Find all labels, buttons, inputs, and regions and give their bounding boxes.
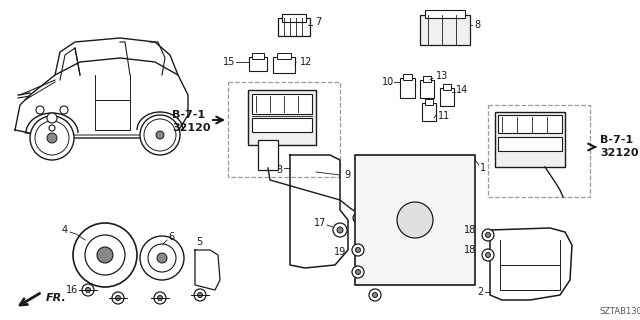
Circle shape <box>97 247 113 263</box>
Bar <box>420 80 434 98</box>
Circle shape <box>486 233 490 237</box>
Circle shape <box>47 133 57 143</box>
Text: SZTAB1300: SZTAB1300 <box>600 308 640 316</box>
Bar <box>425 10 465 18</box>
Circle shape <box>35 121 69 155</box>
Circle shape <box>352 266 364 278</box>
Text: 1: 1 <box>480 163 486 173</box>
Bar <box>440 88 454 106</box>
Bar <box>425 99 433 105</box>
Text: FR.: FR. <box>46 293 67 303</box>
Text: 5: 5 <box>196 237 202 247</box>
Bar <box>488 105 590 197</box>
Text: 13: 13 <box>436 71 448 81</box>
Bar <box>422 103 436 121</box>
Bar <box>278 18 310 36</box>
Bar <box>252 94 312 114</box>
Text: 6: 6 <box>168 232 174 242</box>
Circle shape <box>148 244 176 272</box>
Text: 19: 19 <box>333 247 346 257</box>
Circle shape <box>372 292 378 298</box>
Bar <box>252 53 264 59</box>
Circle shape <box>156 131 164 139</box>
Bar <box>420 15 470 45</box>
Text: B-7-1: B-7-1 <box>172 110 205 120</box>
Circle shape <box>115 295 120 300</box>
Circle shape <box>355 247 360 252</box>
Bar <box>423 76 431 82</box>
Circle shape <box>355 269 360 275</box>
Circle shape <box>333 223 347 237</box>
Circle shape <box>49 125 55 131</box>
Circle shape <box>154 292 166 304</box>
Text: 7: 7 <box>315 17 321 27</box>
Bar <box>403 74 412 80</box>
Bar <box>258 140 278 170</box>
Circle shape <box>36 106 44 114</box>
Text: 17: 17 <box>314 218 326 228</box>
Text: B-7-1: B-7-1 <box>600 135 633 145</box>
Text: 10: 10 <box>381 77 394 87</box>
Circle shape <box>353 213 363 223</box>
Bar <box>228 82 340 177</box>
Circle shape <box>144 119 176 151</box>
Circle shape <box>352 244 364 256</box>
Bar <box>277 53 291 59</box>
Bar <box>498 137 562 151</box>
Circle shape <box>140 115 180 155</box>
Bar <box>249 57 267 71</box>
Bar <box>495 112 565 167</box>
Circle shape <box>486 252 490 258</box>
Circle shape <box>85 235 125 275</box>
Bar <box>400 78 415 98</box>
Text: 9: 9 <box>344 170 350 180</box>
Text: 32120: 32120 <box>600 148 639 158</box>
Circle shape <box>82 284 94 296</box>
Circle shape <box>47 113 57 123</box>
Text: 11: 11 <box>438 111 451 121</box>
Circle shape <box>337 227 343 233</box>
Text: 14: 14 <box>456 85 468 95</box>
Bar <box>498 115 562 133</box>
Bar <box>443 84 451 90</box>
Circle shape <box>86 287 90 292</box>
Text: 15: 15 <box>223 57 235 67</box>
Text: 4: 4 <box>62 225 68 235</box>
Circle shape <box>73 223 137 287</box>
Bar <box>273 57 295 73</box>
Bar <box>282 14 306 22</box>
Bar <box>248 90 316 145</box>
Text: 32120: 32120 <box>172 123 211 133</box>
Circle shape <box>140 236 184 280</box>
Text: 8: 8 <box>474 20 480 30</box>
Bar <box>355 155 475 285</box>
Circle shape <box>194 289 206 301</box>
Circle shape <box>397 202 433 238</box>
Text: 12: 12 <box>300 57 312 67</box>
Circle shape <box>112 292 124 304</box>
Circle shape <box>157 295 163 300</box>
Circle shape <box>482 249 494 261</box>
Circle shape <box>369 289 381 301</box>
Text: 18: 18 <box>464 225 476 235</box>
Text: 3: 3 <box>276 165 282 175</box>
Circle shape <box>157 253 167 263</box>
Text: 16: 16 <box>66 285 78 295</box>
Text: 18: 18 <box>464 245 476 255</box>
Circle shape <box>198 292 202 298</box>
Circle shape <box>482 229 494 241</box>
Text: 2: 2 <box>477 287 484 297</box>
Circle shape <box>60 106 68 114</box>
Bar <box>252 118 312 132</box>
Circle shape <box>30 116 74 160</box>
